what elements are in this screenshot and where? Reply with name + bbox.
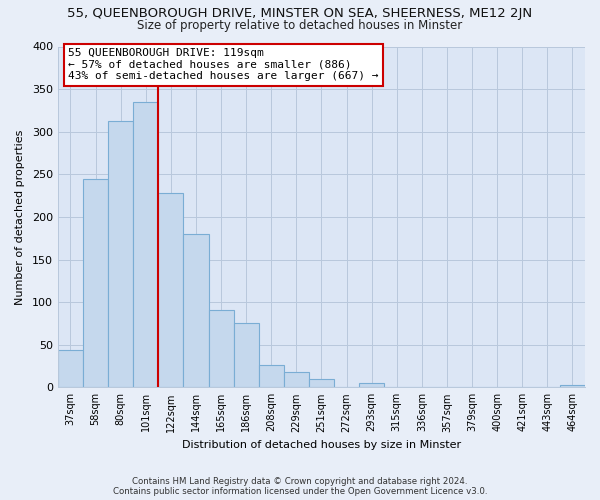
Bar — [58, 350, 83, 388]
Bar — [108, 120, 133, 388]
Text: 55, QUEENBOROUGH DRIVE, MINSTER ON SEA, SHEERNESS, ME12 2JN: 55, QUEENBOROUGH DRIVE, MINSTER ON SEA, … — [67, 8, 533, 20]
Bar — [259, 365, 284, 388]
X-axis label: Distribution of detached houses by size in Minster: Distribution of detached houses by size … — [182, 440, 461, 450]
Bar — [83, 178, 108, 388]
Text: Size of property relative to detached houses in Minster: Size of property relative to detached ho… — [137, 19, 463, 32]
Bar — [209, 310, 233, 388]
Bar — [284, 372, 309, 388]
Text: Contains HM Land Registry data © Crown copyright and database right 2024.
Contai: Contains HM Land Registry data © Crown c… — [113, 476, 487, 496]
Bar — [359, 383, 384, 388]
Text: 55 QUEENBOROUGH DRIVE: 119sqm
← 57% of detached houses are smaller (886)
43% of : 55 QUEENBOROUGH DRIVE: 119sqm ← 57% of d… — [68, 48, 379, 82]
Bar — [184, 234, 209, 388]
Bar — [233, 324, 259, 388]
Bar — [560, 384, 585, 388]
Bar — [133, 102, 158, 388]
Bar — [158, 193, 184, 388]
Y-axis label: Number of detached properties: Number of detached properties — [15, 129, 25, 304]
Bar — [309, 379, 334, 388]
